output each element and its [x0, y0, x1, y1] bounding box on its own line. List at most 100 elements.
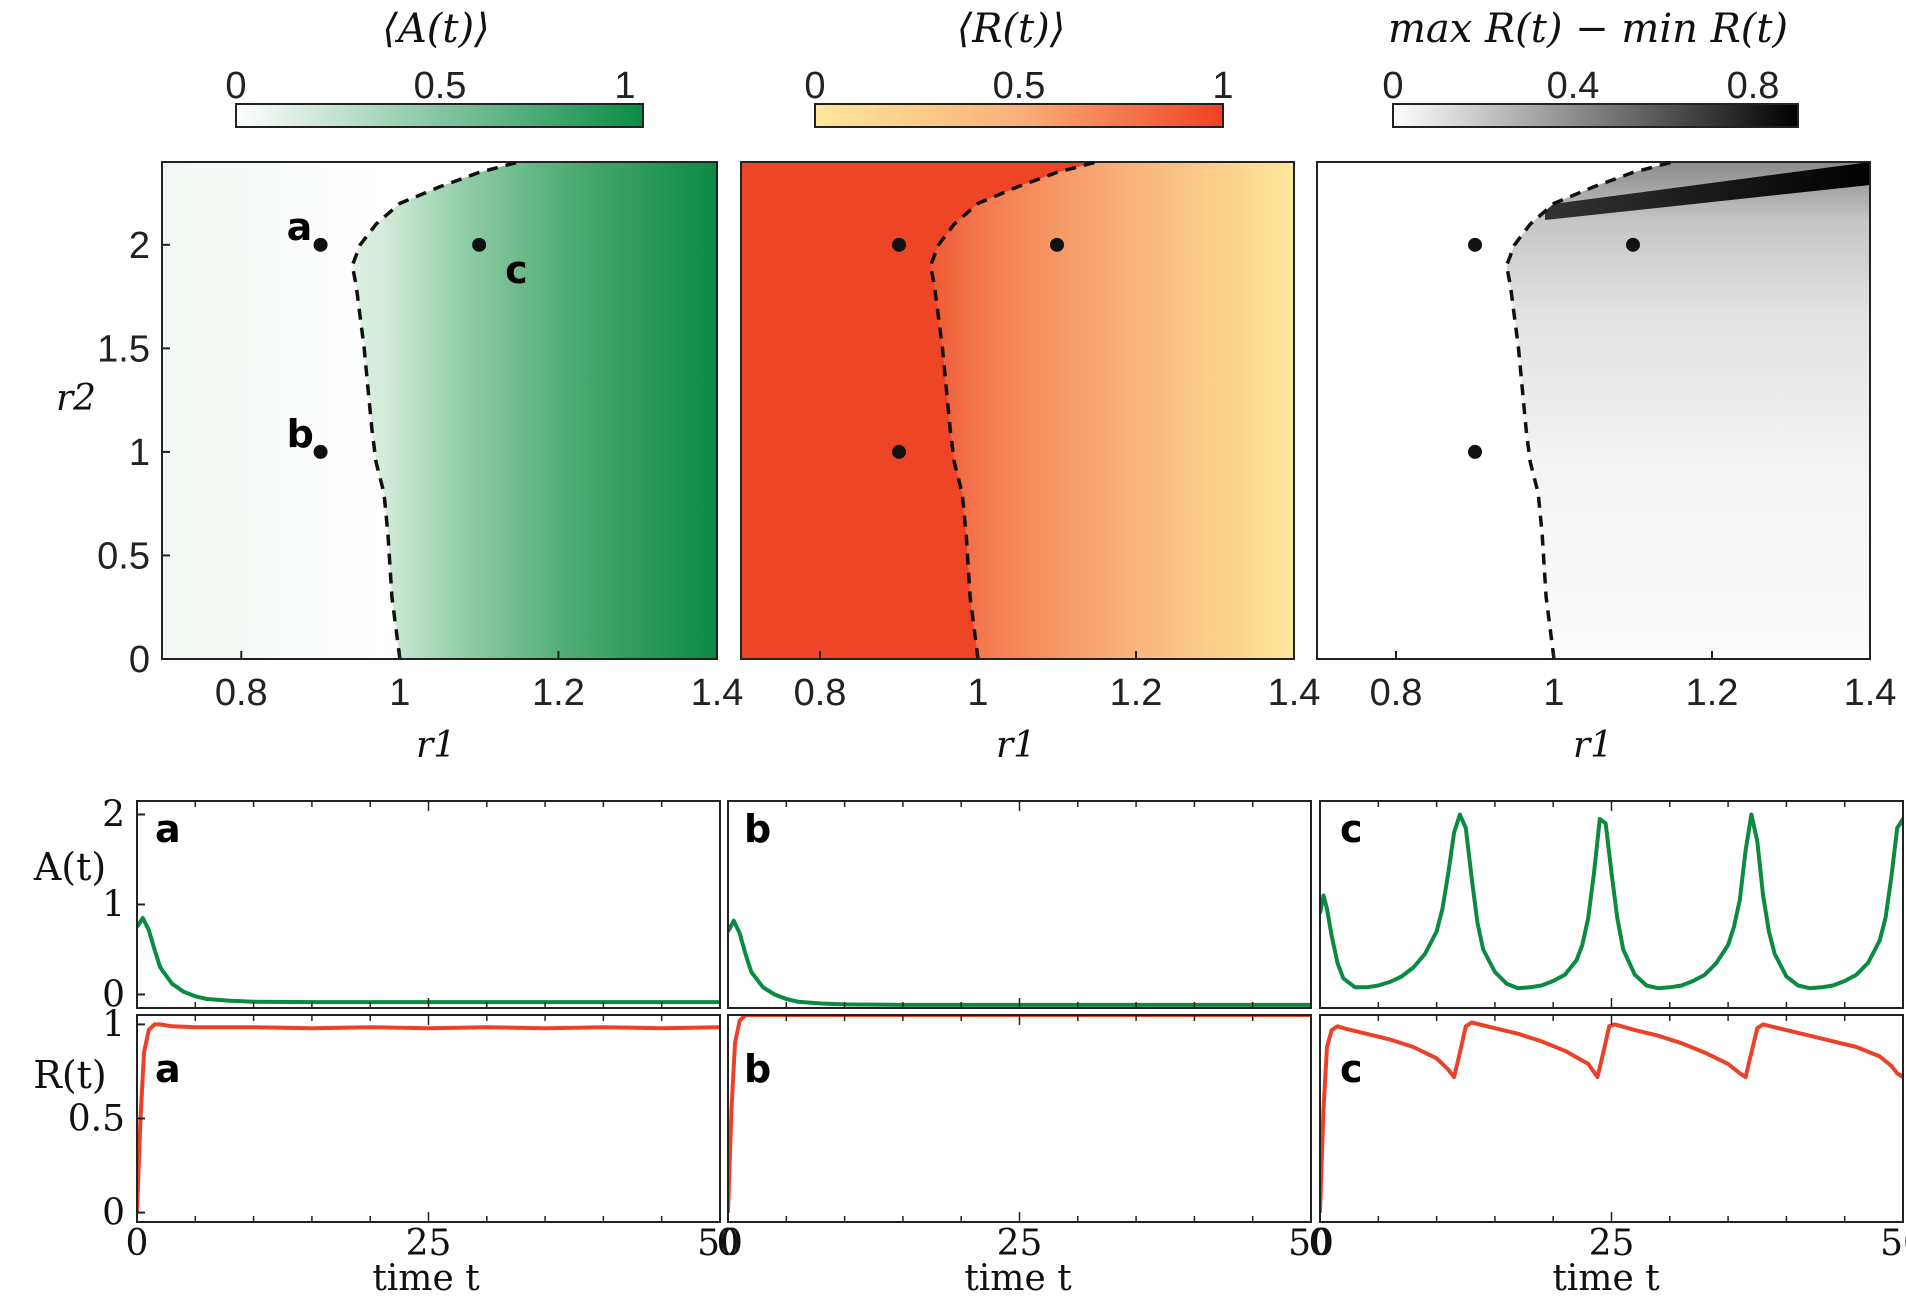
- panel-label-b: b: [744, 807, 771, 851]
- colorbar-amplitude-tick: 0: [1382, 65, 1403, 107]
- y-tick-label: 2: [102, 795, 125, 836]
- heatmap-resource: 0.8 1 1.2 1.4 r1: [740, 160, 1321, 766]
- x-tick-label: 1.4: [1268, 672, 1321, 714]
- panel-label-a: a: [155, 807, 181, 851]
- heatmap-amplitude-frame: [1316, 161, 1871, 660]
- phase-boundary-line: [928, 160, 1097, 660]
- y-tick-label: 1.5: [97, 328, 150, 370]
- series-line-at: [1320, 812, 1903, 991]
- x-axis-label-r1: r1: [996, 725, 1036, 766]
- colorbar-resource-tick: 0.5: [993, 65, 1046, 107]
- heatmap-amplitude-dark-band: [1545, 162, 1870, 220]
- plot-resource-c-frame: [1319, 1014, 1904, 1223]
- y-axis-label-activity: A(t): [33, 845, 106, 889]
- x-tick-label: 0: [126, 1223, 149, 1264]
- x-tick-label: 0.8: [794, 672, 847, 714]
- y-tick-label: 1: [102, 1004, 125, 1045]
- parameter-marker: [1050, 237, 1064, 252]
- x-tick-label: 25: [406, 1223, 452, 1264]
- colorbar-resource-tick: 1: [1212, 65, 1233, 107]
- colorbar-activity-title: ⟨A(t)⟩: [382, 6, 489, 52]
- colorbar-resource-title: ⟨R(t)⟩: [957, 6, 1066, 52]
- panel-label-c: c: [1340, 1047, 1363, 1091]
- y-axis-label-r2: r2: [56, 378, 96, 419]
- x-axis-label-time: time t: [964, 1258, 1072, 1299]
- x-tick-label: 50: [1288, 1223, 1334, 1264]
- x-tick-label: 0.8: [1370, 672, 1423, 714]
- marker-label-c: c: [505, 248, 528, 292]
- x-axis-label-r1: r1: [416, 725, 456, 766]
- phase-boundary-line: [1504, 160, 1673, 660]
- x-tick-label: 25: [997, 1223, 1043, 1264]
- y-tick-label: 2: [129, 225, 150, 267]
- series-line-at: [728, 918, 1311, 1007]
- colorbar-activity-gradient: [235, 103, 644, 128]
- colorbar-amplitude: max R(t) − min R(t) 0 0.4 0.8: [1382, 6, 1799, 128]
- parameter-marker: [472, 237, 487, 252]
- colorbar-activity: ⟨A(t)⟩ 0 0.5 1: [225, 6, 644, 128]
- x-tick-label: 1: [389, 672, 410, 714]
- x-tick-label: 1.4: [1844, 672, 1897, 714]
- x-axis-label-r1: r1: [1573, 725, 1613, 766]
- colorbar-amplitude-title: max R(t) − min R(t): [1388, 6, 1788, 52]
- y-tick-label: 1: [102, 885, 125, 926]
- plot-activity-b-frame: [727, 800, 1312, 1009]
- heatmap-resource-frame: [740, 161, 1295, 660]
- parameter-marker: [313, 444, 328, 459]
- x-tick-label: 0.8: [215, 672, 268, 714]
- x-tick-label: 1.4: [691, 672, 744, 714]
- x-tick-label: 0: [717, 1223, 740, 1264]
- x-tick-label: 1.2: [1686, 672, 1739, 714]
- parameter-marker: [1626, 237, 1640, 252]
- y-tick-label: 1: [129, 432, 150, 474]
- y-tick-label: 0: [129, 639, 150, 681]
- phase-boundary-line: [350, 160, 520, 660]
- colorbar-amplitude-tick: 0.4: [1547, 65, 1600, 107]
- marker-label-a: a: [287, 205, 313, 249]
- x-tick-label: 1: [1543, 672, 1564, 714]
- colorbar-resource: ⟨R(t)⟩ 0 0.5 1: [804, 6, 1234, 128]
- colorbar-activity-tick: 0: [225, 65, 246, 107]
- plot-resource-b-frame: [727, 1014, 1312, 1223]
- series-line-at: [137, 916, 720, 1005]
- panel-label-a: a: [155, 1047, 181, 1091]
- x-tick-label: 50: [697, 1223, 743, 1264]
- x-axis-label-time: time t: [372, 1258, 480, 1299]
- plot-activity-c-frame: [1319, 800, 1904, 1009]
- x-tick-label: 1.2: [532, 672, 585, 714]
- x-tick-label: 1.2: [1110, 672, 1163, 714]
- colorbar-activity-tick: 1: [614, 65, 635, 107]
- panel-label-c: c: [1340, 807, 1363, 851]
- parameter-marker: [892, 444, 906, 459]
- marker-label-b: b: [287, 412, 314, 456]
- heatmap-amplitude: 0.8 1 1.2 1.4 r1: [1316, 160, 1897, 766]
- x-axis-label-time: time t: [1552, 1258, 1660, 1299]
- colorbar-amplitude-gradient: [1392, 103, 1799, 128]
- colorbar-amplitude-tick: 0.8: [1727, 65, 1780, 107]
- x-tick-label: 50: [1880, 1223, 1906, 1264]
- x-tick-label: 1: [967, 672, 988, 714]
- y-tick-label: 0: [102, 975, 125, 1016]
- colorbar-activity-tick: 0.5: [414, 65, 467, 107]
- plot-resource-a-frame: [136, 1014, 721, 1223]
- y-tick-label: 0.5: [97, 535, 150, 577]
- x-tick-label: 25: [1589, 1223, 1635, 1264]
- heatmap-activity-frame: [161, 161, 718, 660]
- y-tick-label: 0.5: [68, 1099, 125, 1140]
- parameter-marker: [1468, 444, 1482, 459]
- y-axis-label-resource: R(t): [33, 1053, 107, 1097]
- parameter-marker: [313, 237, 328, 252]
- colorbar-resource-tick: 0: [804, 65, 825, 107]
- panel-label-b: b: [744, 1047, 771, 1091]
- y-tick-label: 0: [102, 1193, 125, 1234]
- colorbar-resource-gradient: [814, 103, 1224, 128]
- parameter-marker: [1468, 237, 1482, 252]
- plot-activity-a-frame: [136, 800, 721, 1009]
- series-line-rt: [137, 1022, 720, 1213]
- x-tick-label: 0: [1309, 1223, 1332, 1264]
- parameter-marker: [892, 237, 906, 252]
- series-line-rt: [1320, 1020, 1903, 1213]
- series-line-rt: [728, 1015, 1311, 1213]
- heatmap-activity: a b c 0.8 1 1.2 1.4 0 0.5 1 1.5 2 r1 r2: [56, 160, 744, 766]
